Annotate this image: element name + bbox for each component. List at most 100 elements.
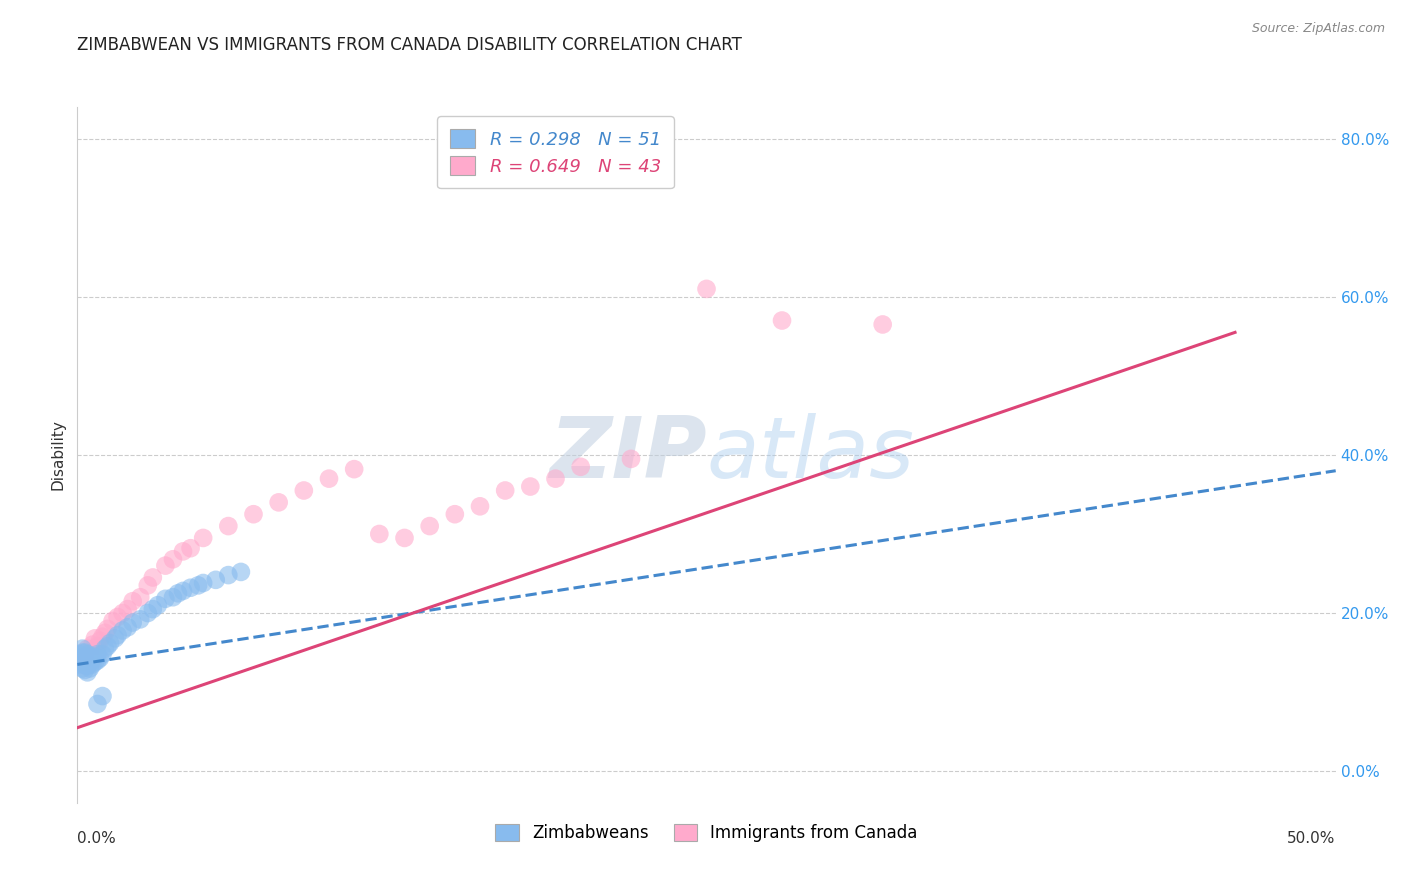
Point [146, 598, 169, 612]
Point [89, 633, 111, 648]
Point [79, 655, 101, 669]
Text: ZIP: ZIP [548, 413, 707, 497]
Point [72, 655, 94, 669]
Point [217, 568, 239, 582]
Point [73, 652, 96, 666]
Point [72, 655, 94, 669]
Point [91, 689, 114, 703]
Point [84, 649, 107, 664]
Point [117, 620, 139, 634]
Text: ZIMBABWEAN VS IMMIGRANTS FROM CANADA DISABILITY CORRELATION CHART: ZIMBABWEAN VS IMMIGRANTS FROM CANADA DIS… [77, 36, 742, 54]
Point [76, 665, 98, 680]
Point [129, 591, 152, 605]
Point [72, 649, 94, 664]
Point [96, 622, 118, 636]
Point [187, 578, 209, 592]
Point [76, 641, 98, 656]
Point [267, 495, 290, 509]
Text: Source: ZipAtlas.com: Source: ZipAtlas.com [1251, 22, 1385, 36]
Point [155, 591, 177, 606]
Point [167, 586, 190, 600]
Point [318, 472, 340, 486]
Point [191, 531, 215, 545]
Point [292, 483, 315, 498]
Point [111, 606, 134, 620]
Point [419, 519, 441, 533]
Point [204, 573, 226, 587]
Point [117, 602, 139, 616]
Point [107, 610, 129, 624]
Point [111, 624, 134, 638]
Point [76, 659, 98, 673]
Point [368, 527, 391, 541]
Point [76, 653, 98, 667]
Point [172, 544, 194, 558]
Point [79, 647, 101, 661]
Point [82, 638, 104, 652]
Point [73, 663, 96, 677]
Point [129, 612, 152, 626]
Point [180, 541, 202, 556]
Point [770, 313, 793, 327]
Point [229, 565, 252, 579]
Text: 50.0%: 50.0% [1288, 830, 1336, 846]
Point [136, 606, 159, 620]
Point [569, 459, 592, 474]
Point [79, 649, 101, 664]
Point [142, 570, 165, 584]
Point [69, 647, 91, 661]
Point [91, 647, 114, 661]
Point [73, 646, 96, 660]
Point [444, 507, 467, 521]
Point [73, 649, 96, 664]
Point [72, 646, 94, 660]
Point [494, 483, 516, 498]
Point [82, 657, 104, 672]
Point [136, 578, 159, 592]
Point [84, 632, 107, 646]
Point [519, 479, 541, 493]
Point [69, 653, 91, 667]
Point [82, 651, 104, 665]
Point [142, 602, 165, 616]
Y-axis label: Disability: Disability [51, 419, 66, 491]
Point [96, 639, 118, 653]
Point [162, 591, 184, 605]
Point [69, 657, 91, 672]
Point [73, 657, 96, 672]
Point [696, 282, 718, 296]
Point [72, 661, 94, 675]
Point [91, 630, 114, 644]
Point [394, 531, 416, 545]
Point [121, 615, 143, 630]
Point [104, 632, 127, 646]
Point [544, 472, 567, 486]
Point [217, 519, 239, 533]
Point [86, 697, 108, 711]
Point [107, 628, 129, 642]
Point [76, 647, 98, 661]
Point [343, 462, 366, 476]
Point [86, 647, 108, 661]
Point [72, 641, 94, 656]
Point [191, 576, 215, 591]
Text: 0.0%: 0.0% [77, 830, 117, 846]
Point [101, 614, 124, 628]
Point [172, 583, 194, 598]
Point [84, 655, 107, 669]
Point [86, 639, 108, 653]
Point [872, 318, 894, 332]
Point [180, 581, 202, 595]
Point [162, 552, 184, 566]
Point [86, 653, 108, 667]
Point [79, 661, 101, 675]
Point [620, 451, 643, 466]
Legend: Zimbabweans, Immigrants from Canada: Zimbabweans, Immigrants from Canada [486, 815, 927, 850]
Point [155, 558, 177, 573]
Point [94, 625, 117, 640]
Point [89, 651, 111, 665]
Point [98, 636, 121, 650]
Point [242, 507, 264, 521]
Point [121, 594, 143, 608]
Point [468, 500, 491, 514]
